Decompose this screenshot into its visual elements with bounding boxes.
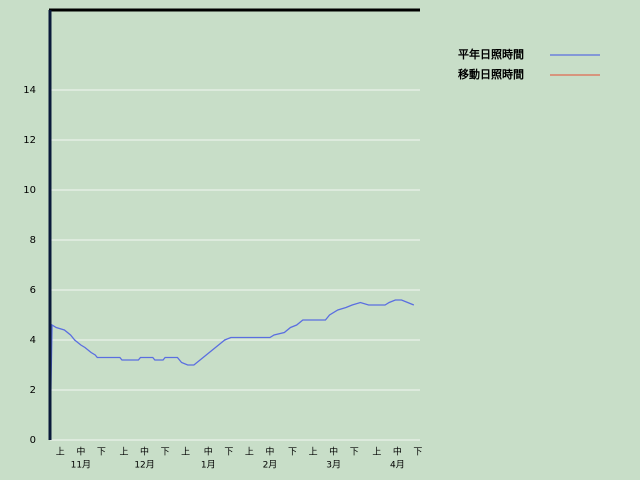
y-tick-label: 8 bbox=[30, 235, 36, 246]
x-tick-label: 中 bbox=[76, 446, 85, 458]
x-tick-label: 上 bbox=[245, 447, 254, 458]
month-label: 11月 bbox=[71, 460, 91, 471]
month-label: 2月 bbox=[263, 460, 278, 471]
x-tick-label: 下 bbox=[350, 448, 359, 458]
x-tick-label: 上 bbox=[309, 447, 318, 458]
x-tick-label: 中 bbox=[204, 446, 213, 458]
month-label: 4月 bbox=[390, 460, 405, 471]
y-tick-label: 0 bbox=[30, 435, 36, 446]
y-tick-label: 4 bbox=[30, 335, 36, 346]
y-tick-label: 6 bbox=[30, 285, 36, 296]
x-tick-label: 上 bbox=[119, 447, 128, 458]
y-tick-label: 12 bbox=[23, 135, 36, 146]
x-tick-label: 上 bbox=[56, 447, 65, 458]
legend-label: 平年日照時間 bbox=[458, 47, 524, 61]
x-tick-label: 上 bbox=[181, 447, 190, 458]
series-line bbox=[49, 299, 415, 441]
y-tick-label: 2 bbox=[30, 385, 36, 396]
x-tick-label: 中 bbox=[140, 446, 149, 458]
x-tick-label: 中 bbox=[393, 446, 402, 458]
x-tick-label: 中 bbox=[265, 446, 274, 458]
x-tick-label: 下 bbox=[413, 448, 422, 458]
legend-label: 移動日照時間 bbox=[458, 67, 524, 81]
y-tick-label: 14 bbox=[23, 85, 36, 96]
x-tick-label: 下 bbox=[224, 448, 233, 458]
x-tick-label: 下 bbox=[288, 448, 297, 458]
y-tick-label: 10 bbox=[23, 185, 36, 196]
x-tick-label: 下 bbox=[161, 448, 170, 458]
x-tick-label: 上 bbox=[372, 447, 381, 458]
month-label: 1月 bbox=[201, 460, 216, 471]
month-label: 3月 bbox=[326, 460, 341, 471]
x-tick-label: 下 bbox=[97, 448, 106, 458]
month-label: 12月 bbox=[134, 460, 154, 471]
x-tick-label: 中 bbox=[329, 446, 338, 458]
